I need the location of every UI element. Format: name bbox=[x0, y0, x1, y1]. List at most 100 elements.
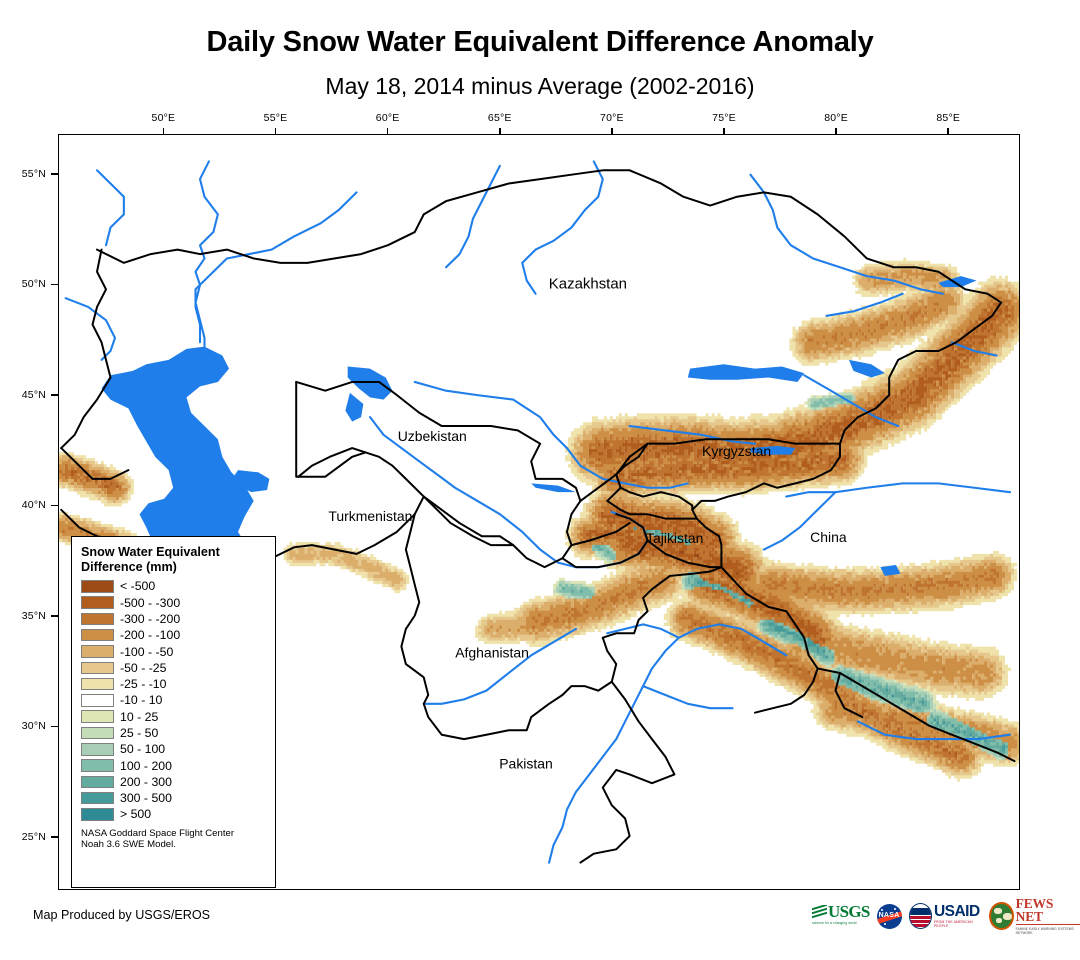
fews-wordmark: FEWS NET bbox=[1015, 897, 1080, 926]
legend-row: 10 - 25 bbox=[81, 709, 268, 725]
snow-anomaly-raster bbox=[59, 257, 1019, 782]
legend-row: < -500 bbox=[81, 578, 268, 594]
legend-items: < -500 -500 - -300 -300 - -200 -200 - -100-… bbox=[81, 578, 268, 822]
lat-label: 35°N bbox=[21, 609, 46, 622]
page-title: Daily Snow Water Equivalent Difference A… bbox=[206, 26, 874, 58]
legend-label: -25 - -10 bbox=[120, 677, 167, 692]
legend-credit-line1: NASA Goddard Space Flight Center bbox=[81, 827, 235, 839]
legend-row: -25 - -10 bbox=[81, 676, 268, 692]
legend-swatch bbox=[81, 661, 114, 675]
legend-row: -10 - 10 bbox=[81, 692, 268, 708]
legend-title-line1: Snow Water Equivalent bbox=[81, 545, 220, 559]
lake-balkhash bbox=[687, 364, 805, 382]
lat-label: 40°N bbox=[21, 499, 46, 512]
usgs-tagline: science for a changing world bbox=[812, 921, 857, 925]
usaid-wordmark: USAID bbox=[933, 903, 980, 920]
lon-tick bbox=[162, 128, 165, 134]
aydar-lake bbox=[531, 483, 576, 493]
lat-tick bbox=[51, 173, 58, 175]
legend-label: -300 - -200 bbox=[120, 611, 181, 626]
lon-label: 70°E bbox=[600, 112, 624, 124]
legend-swatch bbox=[81, 710, 114, 723]
legend-swatch bbox=[81, 580, 114, 593]
legend-swatch bbox=[81, 596, 114, 609]
usgs-logo: USGS science for a changing world bbox=[812, 903, 870, 929]
legend-row: -500 - -300 bbox=[81, 594, 268, 610]
legend-label: -100 - -50 bbox=[120, 644, 174, 659]
issyk-kul bbox=[750, 445, 796, 455]
nasa-logo: NASA bbox=[876, 903, 902, 929]
legend-swatch bbox=[81, 645, 114, 658]
usgs-wordmark: USGS bbox=[828, 902, 870, 921]
lat-tick bbox=[51, 836, 58, 838]
legend-swatch bbox=[81, 628, 114, 642]
legend-row: -100 - -50 bbox=[81, 643, 268, 659]
legend-label: 100 - 200 bbox=[120, 758, 172, 773]
legend-swatch bbox=[81, 743, 114, 756]
legend-row: 200 - 300 bbox=[81, 774, 268, 790]
legend-label: > 500 bbox=[120, 807, 152, 822]
lon-tick bbox=[611, 128, 613, 134]
lat-tick bbox=[51, 504, 58, 507]
lon-tick bbox=[835, 128, 837, 134]
legend-credit-line2: Noah 3.6 SWE Model. bbox=[81, 839, 176, 851]
nasa-wordmark: NASA bbox=[878, 911, 900, 919]
lon-label: 60°E bbox=[375, 112, 400, 124]
page-subtitle: May 18, 2014 minus Average (2002-2016) bbox=[325, 73, 755, 99]
legend-swatch bbox=[81, 759, 114, 772]
lat-tick bbox=[51, 725, 58, 728]
lake-alakol bbox=[848, 359, 885, 378]
legend-label: 25 - 50 bbox=[120, 726, 159, 740]
usaid-seal-icon bbox=[908, 903, 932, 929]
zaysan-lake bbox=[938, 276, 977, 288]
legend-label: -10 - 10 bbox=[120, 693, 163, 708]
legend-row: -300 - -200 bbox=[81, 611, 268, 627]
lon-label: 75°E bbox=[712, 112, 736, 124]
aral-sea-north bbox=[347, 366, 393, 400]
legend-row: -50 - -25 bbox=[81, 660, 268, 676]
legend-swatch bbox=[81, 612, 114, 626]
country-label: Tajikistan bbox=[646, 530, 703, 546]
legend-row: 50 - 100 bbox=[81, 741, 268, 757]
legend-swatch bbox=[81, 775, 114, 789]
lat-tick bbox=[51, 283, 58, 286]
legend-credit: NASA Goddard Space Flight Center Noah 3.… bbox=[81, 828, 268, 851]
lon-label: 65°E bbox=[487, 112, 512, 124]
legend-label: 300 - 500 bbox=[120, 791, 172, 806]
lat-label: 30°N bbox=[21, 720, 46, 733]
legend-row: 300 - 500 bbox=[81, 790, 268, 806]
country-label: Kyrgyzstan bbox=[702, 443, 771, 459]
lon-label: 80°E bbox=[824, 112, 848, 124]
lat-label: 45°N bbox=[21, 388, 46, 401]
country-label: Pakistan bbox=[499, 755, 553, 771]
country-labels: Kazakhstan Uzbekistan Turkmenistan Kyrgyzst… bbox=[328, 276, 847, 772]
legend-label: 200 - 300 bbox=[120, 774, 172, 789]
legend-row: > 500 bbox=[81, 806, 268, 822]
legend-swatch bbox=[81, 677, 114, 691]
lon-tick bbox=[386, 128, 389, 134]
legend-row: 25 - 50 bbox=[81, 725, 268, 741]
globe-icon bbox=[989, 902, 1014, 930]
lon-label: 50°E bbox=[151, 112, 176, 124]
lat-tick bbox=[51, 615, 58, 617]
legend-title-line2: Difference (mm) bbox=[81, 559, 177, 574]
legend-label: -50 - -25 bbox=[120, 660, 167, 675]
fews-net-logo: FEWS NET FAMINE EARLY WARNING SYSTEMS NE… bbox=[989, 897, 1080, 935]
country-label: Uzbekistan bbox=[398, 428, 467, 444]
legend-swatch bbox=[81, 694, 114, 707]
lon-tick bbox=[274, 128, 277, 134]
legend-label: 10 - 25 bbox=[120, 709, 159, 724]
country-label: Turkmenistan bbox=[328, 508, 412, 524]
lon-tick bbox=[499, 128, 501, 134]
country-label: Kazakhstan bbox=[549, 276, 627, 293]
country-borders bbox=[60, 169, 1016, 864]
lat-label: 25°N bbox=[21, 830, 46, 843]
usaid-logo: USAID FROM THE AMERICAN PEOPLE bbox=[908, 903, 983, 929]
lat-label: 55°N bbox=[21, 167, 46, 180]
legend-row: 100 - 200 bbox=[81, 757, 268, 773]
kara-bogaz-gol bbox=[233, 470, 270, 493]
lat-label: 50°N bbox=[21, 278, 46, 291]
lon-tick bbox=[947, 128, 949, 134]
lon-label: 55°E bbox=[263, 112, 288, 124]
legend-label: -200 - -100 bbox=[120, 628, 181, 643]
